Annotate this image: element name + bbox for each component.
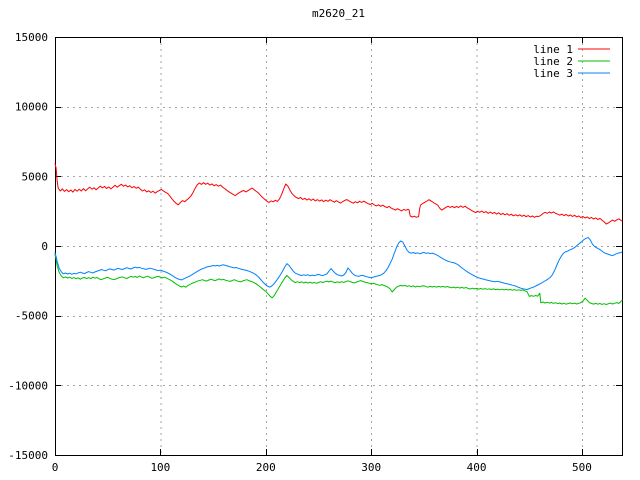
series-3-line (54, 237, 623, 290)
y-tick-label: 15000 (15, 31, 48, 44)
x-tick-label: 100 (150, 461, 170, 474)
legend-label-2: line 2 (533, 55, 573, 68)
series-1-line (54, 163, 623, 225)
x-tick-label: 500 (572, 461, 592, 474)
x-tick-label: 200 (256, 461, 276, 474)
y-tick-label: 5000 (22, 170, 49, 183)
x-tick-label: 300 (361, 461, 381, 474)
y-tick-label: -10000 (8, 379, 48, 392)
series-2-line (54, 253, 623, 305)
x-tick-label: 0 (52, 461, 59, 474)
y-tick-label: 10000 (15, 101, 48, 114)
legend-label-3: line 3 (533, 67, 573, 80)
y-tick-label: -5000 (15, 310, 48, 323)
chart-title: m2620_21 (312, 7, 365, 20)
y-tick-label: 0 (41, 240, 48, 253)
y-tick-label: -15000 (8, 449, 48, 462)
x-tick-label: 400 (467, 461, 487, 474)
legend-label-1: line 1 (533, 43, 573, 56)
